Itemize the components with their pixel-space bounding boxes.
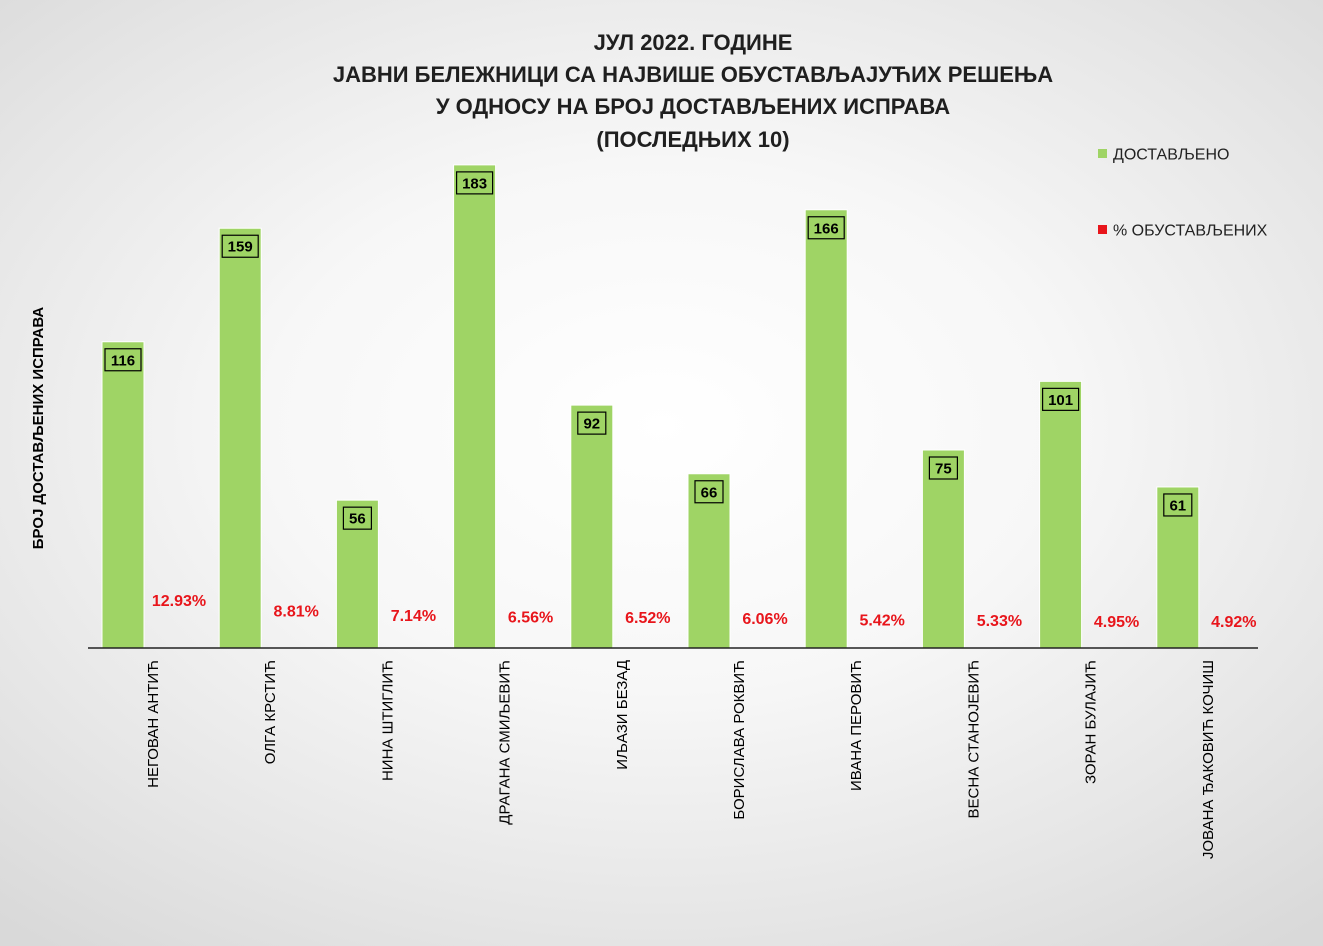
y-axis-title: БРОЈ ДОСТАВЉЕНИХ ИСПРАВА [30,307,47,550]
pct-label: 6.52% [625,610,670,627]
value-label: 116 [111,352,135,369]
value-label-box [694,480,724,504]
pct-label: 6.06% [742,611,787,628]
pct-bar [1213,635,1255,648]
data-labels: 116 12.93% 159 8.81% 56 7.14% 183 6.56% 92 6.52% 6… [104,171,1256,631]
title-line: (ПОСЛЕДЊИХ 10) [596,127,789,152]
legend-label: % ОБУСТАВЉЕНИХ [1113,223,1268,240]
pct-bar [627,631,669,648]
bar [101,341,145,649]
category-label: НИНА ШТИГЛИЋ [379,660,396,781]
pct-label: 8.81% [274,604,319,621]
value-label-box [928,456,959,480]
category-label: ДРАГАНА СМИЉЕВИЋ [497,660,514,825]
value-label: 56 [349,511,366,528]
pct-bar [392,629,434,648]
pct-bar [978,634,1020,648]
pct-bar [275,625,317,648]
value-label: 61 [1169,497,1186,514]
pct-label: 4.95% [1094,614,1139,631]
value-label-box [577,411,607,435]
pct-label: 7.14% [391,608,436,625]
category-label: ИЉАЗИ БЕЗАД [614,660,631,770]
value-label-box [1041,387,1080,411]
bar [453,164,497,649]
value-label-box [1163,493,1193,517]
bars [101,164,1255,649]
title-line: ЈАВНИ БЕЛЕЖНИЦИ СА НАЈВИШЕ ОБУСТАВЉАЈУЋИ… [333,62,1053,87]
value-label: 159 [228,239,253,256]
value-label: 92 [583,416,600,433]
bar [570,404,614,649]
category-label: ВЕСНА СТАНОЈЕВИЋ [965,660,982,818]
category-label: ИВАНА ПЕРОВИЋ [848,660,865,791]
title-line: ЈУЛ 2022. ГОДИНЕ [594,30,793,55]
pct-bar [744,632,786,648]
title-line: У ОДНОСУ НА БРОЈ ДОСТАВЉЕНИХ ИСПРАВА [436,94,950,119]
pct-bar [1096,635,1138,648]
pct-bar [510,631,552,648]
y-axis-label: БРОЈ ДОСТАВЉЕНИХ ИСПРАВА [30,307,47,550]
value-label: 75 [935,461,952,478]
value-label: 166 [814,220,839,237]
pct-label: 5.33% [977,613,1022,630]
bar [804,209,848,649]
bar [1039,380,1083,649]
legend-label: ДОСТАВЉЕНО [1113,147,1229,164]
bar [921,449,965,649]
pct-label: 4.92% [1211,614,1256,631]
legend-swatch [1098,149,1107,158]
value-label: 183 [462,175,487,192]
category-label: ОЛГА КРСТИЋ [262,660,279,764]
category-label: ЗОРАН БУЛАЈИЋ [1083,660,1100,784]
value-label-box [342,506,372,530]
category-labels: НЕГОВАН АНТИЋ ОЛГА КРСТИЋ НИНА ШТИГЛИЋ ДРАГ… [145,660,1217,859]
legend-swatch [1098,225,1107,234]
value-label-box [221,234,259,258]
bar [218,227,262,649]
pct-bar [861,634,903,648]
pct-label: 5.42% [860,613,905,630]
category-label: НЕГОВАН АНТИЋ [145,660,162,788]
category-label: ЈОВАНА ЂАКОВИЋ КОЧИШ [1200,660,1217,859]
pct-bar [158,614,200,648]
value-label: 101 [1048,392,1073,409]
value-label-box [807,216,845,240]
value-label-box [456,171,494,195]
value-label: 66 [701,484,718,501]
pct-label: 6.56% [508,610,553,627]
pct-label: 12.93% [152,593,206,610]
value-label-box [104,348,142,372]
category-label: БОРИСЛАВА РОКВИЋ [731,660,748,820]
chart-title: ЈУЛ 2022. ГОДИНЕ ЈАВНИ БЕЛЕЖНИЦИ СА НАЈВИ… [333,30,1053,152]
legend: ДОСТАВЉЕНО % ОБУСТАВЉЕНИХ [1098,147,1268,240]
